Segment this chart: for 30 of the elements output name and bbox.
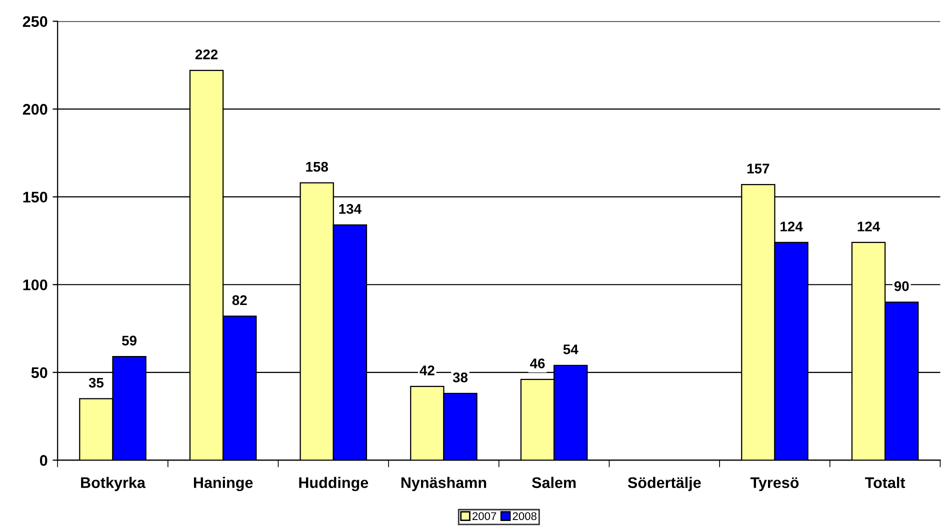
data-label: 90 bbox=[894, 281, 909, 292]
y-tick-label: 0 bbox=[40, 455, 48, 466]
data-label: 35 bbox=[88, 378, 104, 388]
y-tick-label: 200 bbox=[22, 104, 48, 115]
legend-label: 2008 bbox=[512, 512, 536, 520]
data-label: 157 bbox=[747, 164, 770, 174]
legend-label: 2007 bbox=[472, 512, 496, 520]
x-tick-label: Nynäshamn bbox=[401, 476, 486, 492]
data-label: 46 bbox=[530, 358, 545, 368]
data-label: 82 bbox=[232, 295, 247, 306]
y-tick-label: 50 bbox=[31, 367, 48, 378]
y-tick-label: 150 bbox=[23, 192, 48, 203]
x-tick-label: Salem bbox=[532, 476, 576, 488]
x-tick-label: Botkyrka bbox=[81, 476, 146, 492]
data-label: 222 bbox=[195, 50, 218, 60]
data-label: 124 bbox=[858, 222, 880, 232]
data-label: 42 bbox=[420, 366, 434, 376]
data-label: 158 bbox=[306, 162, 328, 172]
x-tick-label: Totalt bbox=[865, 476, 906, 488]
data-label: 59 bbox=[122, 336, 137, 346]
data-label: 54 bbox=[563, 344, 578, 354]
x-tick-label: Haninge bbox=[194, 476, 253, 492]
x-tick-label: Tyresö bbox=[750, 477, 799, 492]
data-label: 38 bbox=[452, 372, 468, 382]
data-label: 134 bbox=[339, 204, 362, 214]
y-tick-label: 100 bbox=[23, 279, 48, 290]
x-tick-label: Huddinge bbox=[299, 476, 368, 492]
data-label: 124 bbox=[780, 222, 803, 232]
x-tick-label: Södertälje bbox=[628, 476, 701, 492]
y-tick-label: 250 bbox=[22, 16, 48, 27]
